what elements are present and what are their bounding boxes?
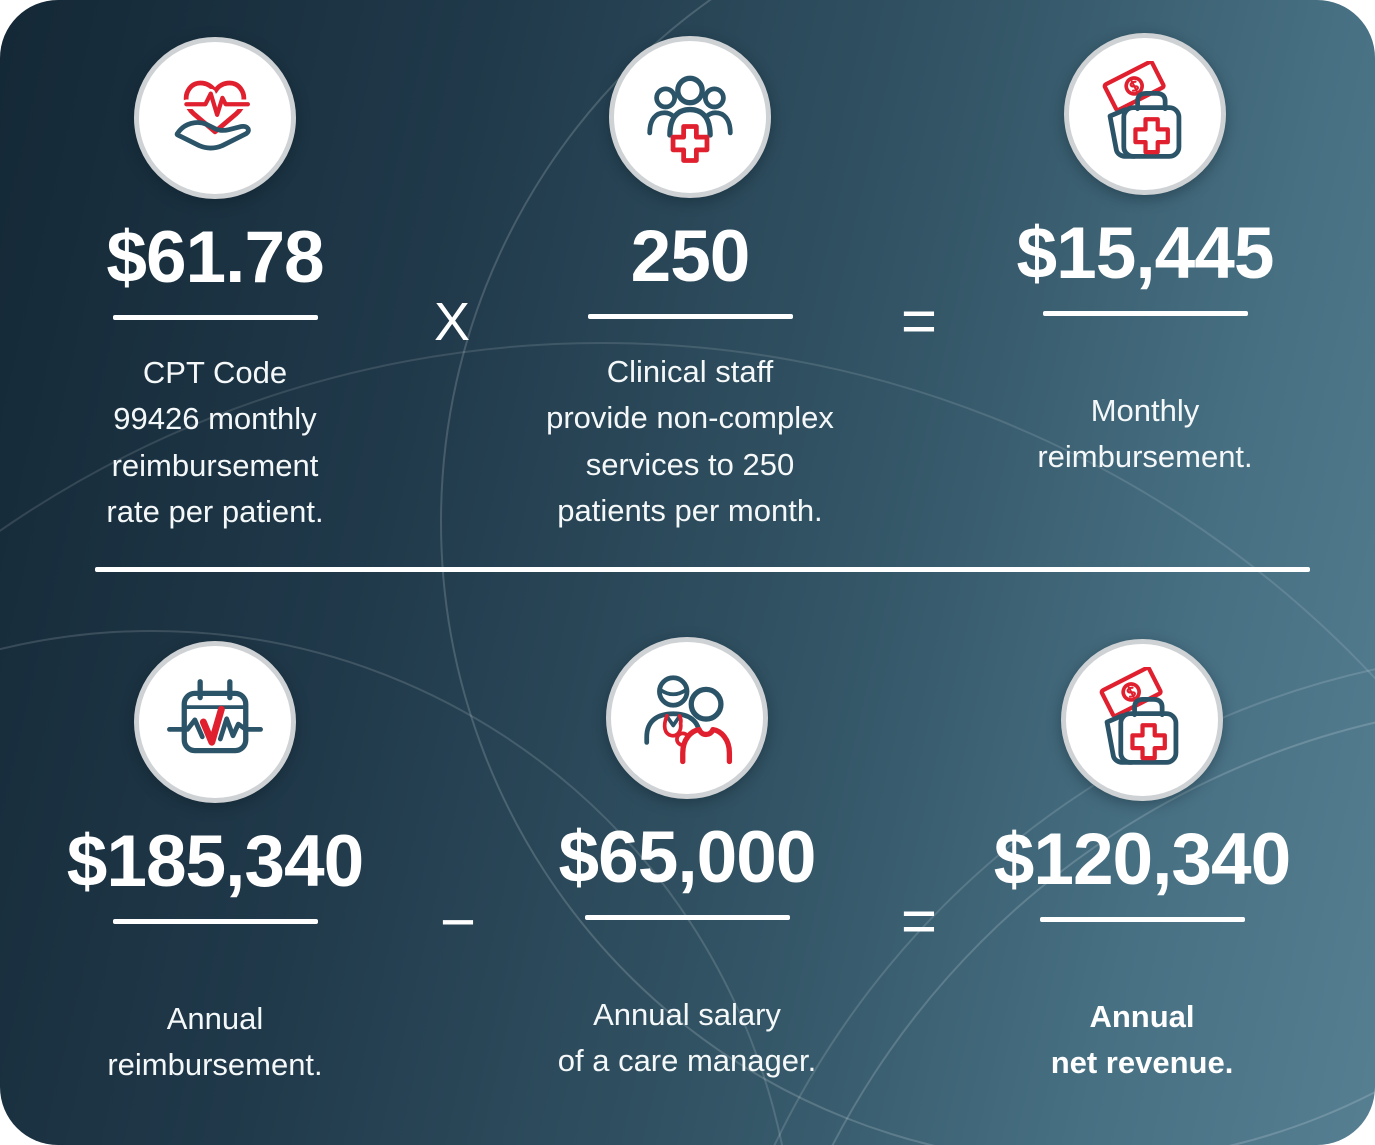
- equals-operator: =: [900, 887, 938, 956]
- value-care-manager-salary: $65,000: [558, 817, 817, 898]
- value-annual-net-revenue: $120,340: [993, 819, 1291, 900]
- underline: [1042, 311, 1248, 316]
- multiply-operator: X: [433, 292, 471, 352]
- icon-circle: [134, 641, 296, 803]
- cell-patients-per-month: 250 Clinical staff provide non-complex s…: [500, 36, 880, 535]
- description-monthly-reimbursement: Monthly reimbursement.: [1037, 392, 1253, 475]
- description-care-manager-salary: Annual salary of a care manager.: [557, 996, 817, 1079]
- value-monthly-rate: $61.78: [106, 217, 324, 298]
- cell-monthly-rate: $61.78 CPT Code 99426 monthly reimbursem…: [25, 37, 405, 536]
- description-monthly-rate: CPT Code 99426 monthly reimbursement rat…: [106, 354, 324, 530]
- icon-circle: [609, 36, 771, 198]
- cell-care-manager-salary: $65,000 Annual salary of a care manager.: [497, 637, 877, 1085]
- section-divider: [95, 567, 1310, 572]
- clinical-staff-icon: [647, 75, 733, 163]
- icon-circle: [134, 37, 296, 199]
- medical-bag-money-icon: [1102, 61, 1182, 159]
- value-annual-reimbursement: $185,340: [66, 821, 364, 902]
- underline: [112, 919, 318, 924]
- hand-heart-pulse-icon: [174, 80, 253, 151]
- underline: [584, 915, 790, 920]
- calendar-pulse-icon: [167, 679, 263, 754]
- minus-operator: −: [439, 888, 477, 957]
- doctor-patient-icon: [644, 675, 733, 765]
- underline: [587, 314, 793, 319]
- cell-monthly-reimbursement: $15,445 Monthly reimbursement.: [955, 33, 1335, 481]
- underline: [1039, 917, 1245, 922]
- description-annual-reimbursement: Annual reimbursement.: [107, 1000, 323, 1083]
- description-patients: Clinical staff provide non-complex servi…: [546, 353, 834, 529]
- medical-bag-money-icon: [1099, 667, 1179, 765]
- cell-annual-reimbursement: $185,340 Annual reimbursement.: [25, 641, 405, 1089]
- cell-annual-net-revenue: $120,340 Annual net revenue.: [952, 639, 1332, 1087]
- icon-circle: [1061, 639, 1223, 801]
- description-annual-net-revenue: Annual net revenue.: [1050, 998, 1234, 1081]
- icon-circle: [606, 637, 768, 799]
- icon-circle: [1064, 33, 1226, 195]
- underline: [112, 315, 318, 320]
- equals-operator: =: [900, 287, 938, 356]
- value-patients: 250: [630, 216, 751, 297]
- value-monthly-reimbursement: $15,445: [1016, 213, 1275, 294]
